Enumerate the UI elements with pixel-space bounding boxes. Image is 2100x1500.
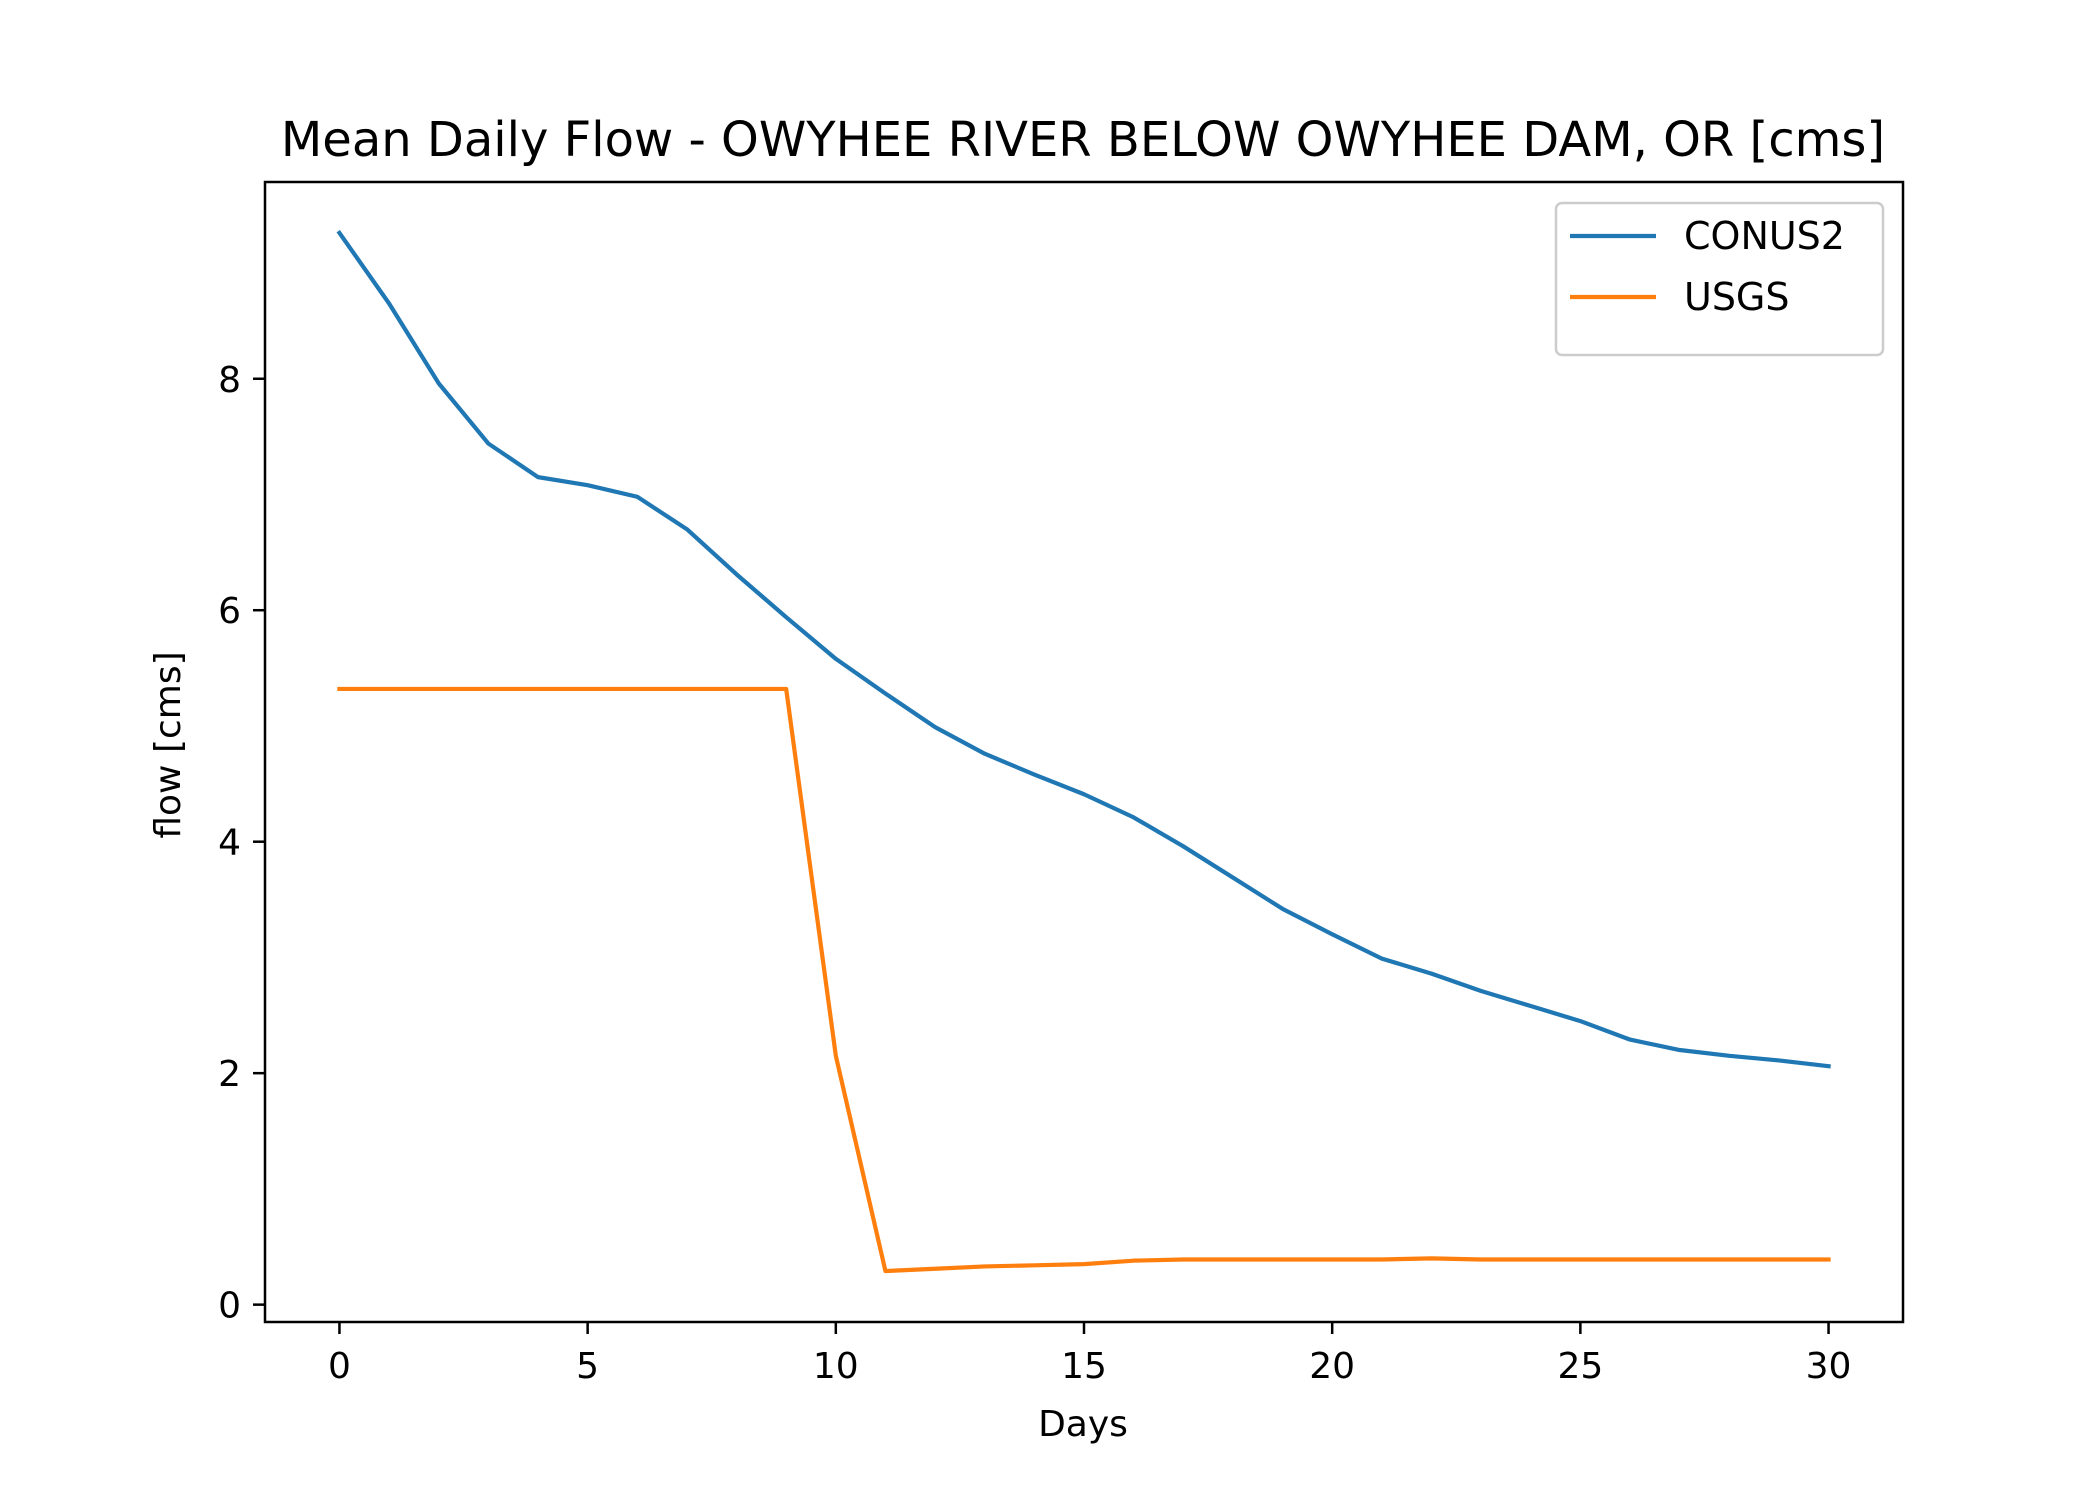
y-tick-label: 6 xyxy=(218,591,241,632)
series-lines xyxy=(336,229,1831,1274)
legend-label: CONUS2 xyxy=(1684,214,1845,258)
chart-title: Mean Daily Flow - OWYHEE RIVER BELOW OWY… xyxy=(281,112,1885,168)
y-axis: 0 2 4 6 8 xyxy=(218,360,265,1327)
y-tick-label: 0 xyxy=(218,1286,241,1327)
series-line-conus2 xyxy=(336,229,1831,1069)
y-axis-label: flow [cms] xyxy=(148,651,189,838)
legend-box xyxy=(1554,201,1885,357)
series-line-usgs xyxy=(337,686,1831,1274)
x-tick-label: 10 xyxy=(813,1346,859,1387)
y-tick-label: 4 xyxy=(218,823,241,864)
x-tick-label: 0 xyxy=(328,1346,351,1387)
x-tick-label: 25 xyxy=(1557,1346,1603,1387)
x-tick-label: 20 xyxy=(1309,1346,1355,1387)
x-tick-label: 15 xyxy=(1061,1346,1107,1387)
x-tick-label: 5 xyxy=(576,1346,599,1387)
legend: CONUS2 USGS xyxy=(1554,201,1885,357)
axes-frame xyxy=(263,180,1905,1324)
legend-label: USGS xyxy=(1684,275,1790,319)
x-axis-label: Days xyxy=(1038,1404,1128,1445)
x-tick-label: 30 xyxy=(1806,1346,1852,1387)
x-axis: 0 5 10 15 20 25 30 xyxy=(328,1322,1851,1387)
y-tick-label: 2 xyxy=(218,1054,241,1095)
y-tick-label: 8 xyxy=(218,360,241,401)
